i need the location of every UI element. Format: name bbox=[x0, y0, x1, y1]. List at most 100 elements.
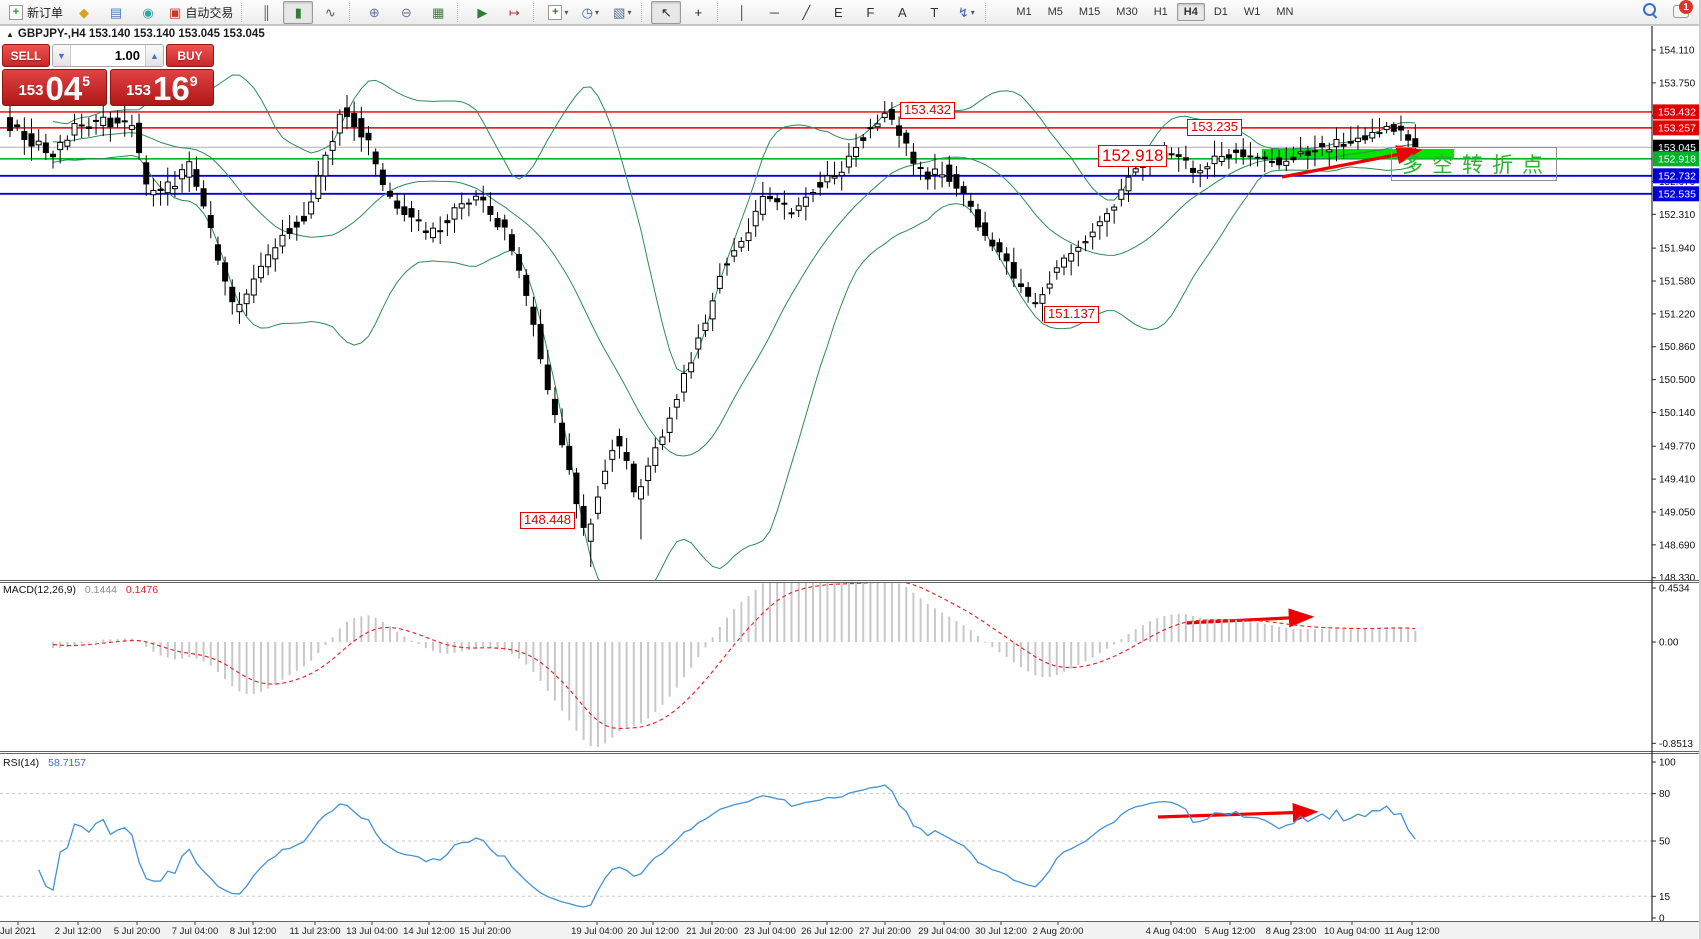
macd-indicator-label: MACD(12,26,9) 0.1444 0.1476 bbox=[3, 584, 158, 596]
cursor-icon[interactable]: ↖ bbox=[651, 0, 682, 24]
templates-dropdown[interactable]: ▧ ▾ bbox=[607, 1, 637, 24]
history-center-icon[interactable]: ◆ bbox=[69, 1, 99, 24]
toolbar-right: 1 bbox=[1643, 0, 1693, 19]
time-axis[interactable]: Jul 2021 2 Jul 12:00 5 Jul 20:00 7 Jul 04:0… bbox=[0, 921, 1440, 937]
bar-chart-icon-glyph: ║ bbox=[261, 4, 271, 20]
collapse-triangle-icon[interactable]: ▲ bbox=[6, 29, 14, 39]
text-annotation[interactable]: 多空转折点 bbox=[1391, 147, 1557, 181]
green-zone-rectangle[interactable] bbox=[1262, 149, 1454, 159]
macd-signal-value: 0.1476 bbox=[125, 584, 159, 596]
svg-text:0.4534: 0.4534 bbox=[1659, 584, 1690, 595]
volume-input[interactable]: 1.00 bbox=[114, 48, 140, 63]
notifications-icon[interactable]: 1 bbox=[1673, 0, 1693, 18]
arrows-dropdown[interactable]: ↯ ▾ bbox=[951, 1, 981, 24]
buy-button[interactable]: BUY bbox=[166, 44, 214, 67]
trendline-icon[interactable]: ╱ bbox=[791, 1, 821, 24]
navigator-icon[interactable]: ▤ bbox=[101, 1, 131, 24]
chart-price-label[interactable]: 148.448 bbox=[520, 512, 575, 529]
sell-price-big: 04 bbox=[45, 69, 83, 107]
sell-button[interactable]: SELL bbox=[2, 44, 50, 67]
svg-text:151.220: 151.220 bbox=[1659, 309, 1696, 320]
timeframe-d1[interactable]: D1 bbox=[1213, 6, 1228, 18]
auto-trading-button[interactable]: ▣ 自动交易 bbox=[165, 1, 237, 24]
trend-arrow-rsi[interactable] bbox=[1157, 803, 1319, 823]
timeframe-m5[interactable]: M5 bbox=[1047, 6, 1063, 18]
main-price-panel[interactable] bbox=[0, 74, 1652, 601]
line-chart-icon-glyph: ∿ bbox=[324, 4, 336, 20]
svg-text:151.940: 151.940 bbox=[1659, 244, 1696, 255]
candlestick-chart-icon[interactable]: ▮ bbox=[283, 0, 314, 24]
new-order-button-glyph: + bbox=[9, 4, 23, 20]
toolbar-group-objects: │ ─ ╱ E F A T ↯ ▾ bbox=[726, 0, 982, 25]
buy-price-button[interactable]: 153 16 9 bbox=[109, 69, 214, 106]
macd-name: MACD(12,26,9) bbox=[3, 584, 76, 596]
svg-text:2 Jul 12:00: 2 Jul 12:00 bbox=[55, 926, 101, 937]
rsi-panel[interactable] bbox=[0, 784, 1652, 908]
svg-text:0: 0 bbox=[1659, 914, 1665, 925]
timeframe-h4[interactable]: H4 bbox=[1176, 3, 1205, 21]
add-indicator-dropdown[interactable]: + ▾ bbox=[543, 1, 573, 24]
bar-chart-icon[interactable]: ║ bbox=[251, 1, 281, 24]
volume-decrease-button[interactable]: ▼ bbox=[53, 45, 71, 66]
svg-text:150.860: 150.860 bbox=[1659, 342, 1696, 353]
toolbar-group-scroll: ▶ ↦ bbox=[466, 0, 530, 25]
timeframe-m1[interactable]: M1 bbox=[1016, 6, 1032, 18]
svg-text:153.257: 153.257 bbox=[1658, 123, 1696, 135]
tile-windows-icon[interactable]: ▦ bbox=[423, 1, 453, 24]
zoom-out-icon[interactable]: ⊖ bbox=[391, 1, 421, 24]
timeframe-m15[interactable]: M15 bbox=[1078, 6, 1101, 18]
svg-text:10 Aug 04:00: 10 Aug 04:00 bbox=[1324, 926, 1380, 937]
candlesticks bbox=[7, 95, 1419, 567]
chart-shift-icon[interactable]: ↦ bbox=[499, 1, 529, 24]
trend-arrow-main[interactable] bbox=[1281, 145, 1423, 179]
notification-badge: 1 bbox=[1679, 0, 1693, 14]
sell-price-button[interactable]: 153 04 5 bbox=[2, 69, 107, 106]
new-order-button[interactable]: + 新订单 bbox=[5, 1, 67, 24]
price-axis[interactable]: 154.110153.750153.390152.670152.310151.9… bbox=[1652, 46, 1701, 925]
toolbar-group-dropdowns: + ▾ ◷ ▾ ▧ ▾ bbox=[542, 0, 638, 25]
svg-text:152.310: 152.310 bbox=[1659, 210, 1696, 221]
svg-text:14 Jul 12:00: 14 Jul 12:00 bbox=[403, 926, 455, 937]
text-label-icon-glyph: T bbox=[930, 4, 939, 20]
timeframe-w1[interactable]: W1 bbox=[1243, 6, 1261, 18]
chart-price-label[interactable]: 153.432 bbox=[900, 102, 955, 119]
chart-price-label[interactable]: 152.918 bbox=[1098, 145, 1168, 167]
zoom-in-icon[interactable]: ⊕ bbox=[359, 1, 389, 24]
line-chart-icon[interactable]: ∿ bbox=[315, 1, 345, 24]
buy-price-sup: 9 bbox=[189, 73, 198, 89]
timeframe-h1[interactable]: H1 bbox=[1153, 6, 1168, 18]
text-icon[interactable]: A bbox=[887, 1, 917, 24]
timeframe-m30[interactable]: M30 bbox=[1116, 6, 1138, 18]
svg-text:15 Jul 20:00: 15 Jul 20:00 bbox=[459, 926, 511, 937]
horizontal-line-icon[interactable]: ─ bbox=[759, 1, 789, 24]
svg-text:23 Jul 04:00: 23 Jul 04:00 bbox=[744, 926, 796, 937]
toolbar-separator bbox=[533, 2, 539, 22]
toolbar-separator bbox=[717, 2, 723, 22]
toolbar-separator bbox=[641, 2, 647, 22]
timeframe-mn[interactable]: MN bbox=[1276, 6, 1294, 18]
toolbar: + 新订单 ◆ ▤ ◉ ▣ 自动交易 ║ ▮ ∿ ⊕ ⊖ ▦ ▶ ↦ + ▾ ◷ ▾ ▧ ▾ ↖ + │ ─ ╱ E F A T ↯ ▾ M1 M… bbox=[0, 0, 1701, 25]
fibonacci-icon[interactable]: F bbox=[855, 1, 885, 24]
volume-increase-button[interactable]: ▲ bbox=[145, 45, 163, 66]
search-icon[interactable] bbox=[1643, 3, 1658, 19]
macd-panel[interactable] bbox=[52, 577, 1417, 747]
periods-dropdown[interactable]: ◷ ▾ bbox=[575, 1, 605, 24]
chart-price-label[interactable]: 151.137 bbox=[1044, 306, 1099, 323]
vertical-line-icon[interactable]: │ bbox=[727, 1, 757, 24]
toolbar-group-zoom: ⊕ ⊖ ▦ bbox=[358, 0, 454, 25]
signals-icon[interactable]: ◉ bbox=[133, 1, 163, 24]
crosshair-icon[interactable]: + bbox=[683, 1, 713, 24]
svg-text:150.500: 150.500 bbox=[1659, 375, 1696, 386]
svg-text:152.535: 152.535 bbox=[1658, 189, 1696, 201]
auto-scroll-icon[interactable]: ▶ bbox=[467, 1, 497, 24]
equidistant-channel-icon[interactable]: E bbox=[823, 1, 853, 24]
svg-text:80: 80 bbox=[1659, 789, 1671, 800]
rsi-line bbox=[38, 784, 1416, 908]
text-label-icon[interactable]: T bbox=[919, 1, 949, 24]
svg-text:149.770: 149.770 bbox=[1659, 442, 1696, 453]
buy-price-small: 153 bbox=[125, 82, 151, 99]
chart-price-label[interactable]: 153.235 bbox=[1187, 119, 1242, 136]
svg-text:0.00: 0.00 bbox=[1659, 638, 1679, 649]
svg-text:148.330: 148.330 bbox=[1659, 573, 1696, 584]
